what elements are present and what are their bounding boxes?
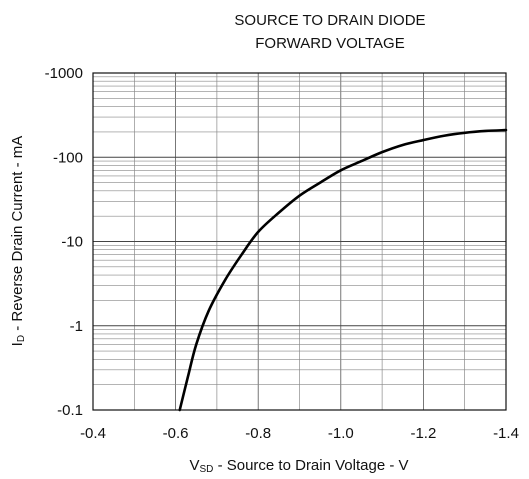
y-tick-label: -1	[70, 318, 83, 335]
x-axis-label-text: - Source to Drain Voltage - V	[213, 457, 408, 474]
y-axis-label-text: - Reverse Drain Current - mA	[9, 136, 26, 335]
y-tick-label: -0.1	[57, 402, 83, 419]
x-axis-label-main: V	[189, 457, 199, 474]
chart-title-line-2: FORWARD VOLTAGE	[255, 35, 404, 52]
y-tick-label: -1000	[45, 65, 83, 82]
grid	[93, 73, 506, 410]
y-tick-label: -100	[53, 149, 83, 166]
y-axis-label: ID - Reverse Drain Current - mA	[9, 136, 27, 347]
plot-frame	[92, 72, 507, 411]
series-line	[178, 128, 508, 412]
x-tick-label: -0.4	[80, 425, 106, 442]
x-axis-label: VSD - Source to Drain Voltage - V	[189, 457, 408, 475]
series-layer	[178, 128, 508, 412]
y-axis-label-main: I	[9, 342, 26, 346]
chart-title-line-1: SOURCE TO DRAIN DIODE	[234, 12, 425, 29]
x-tick-label: -1.0	[328, 425, 354, 442]
y-tick-labels: -0.1 -1 -10 -100 -1000	[45, 65, 83, 419]
x-tick-label: -1.2	[410, 425, 436, 442]
y-tick-label: -10	[61, 234, 83, 251]
x-tick-label: -0.6	[163, 425, 189, 442]
x-tick-label: -1.4	[493, 425, 519, 442]
y-axis-label-subscript: D	[16, 335, 27, 342]
x-tick-label: -0.8	[245, 425, 271, 442]
x-tick-labels: -0.4 -0.6 -0.8 -1.0 -1.2 -1.4	[80, 425, 519, 442]
x-axis-label-subscript: SD	[200, 464, 214, 475]
